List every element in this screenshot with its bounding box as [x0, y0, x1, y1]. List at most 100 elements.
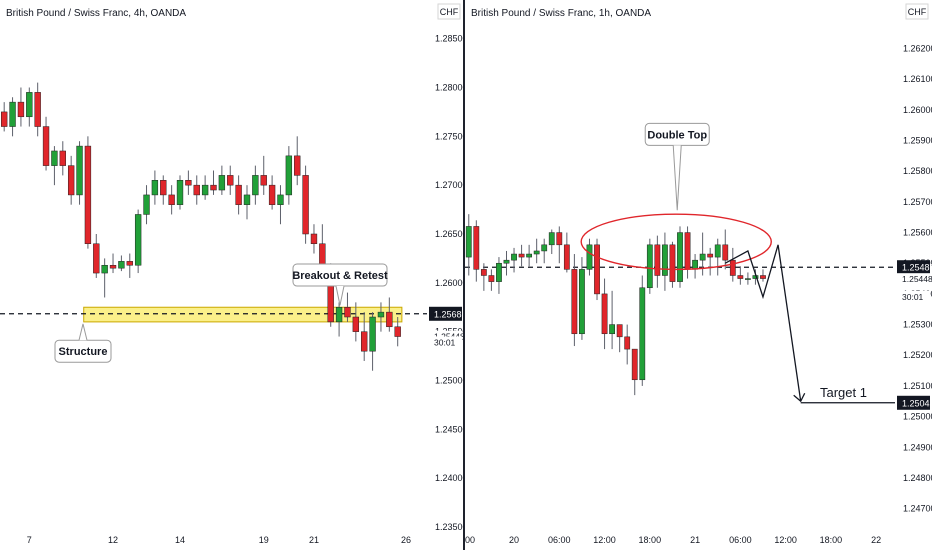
price-tick-label: 1.26000	[435, 278, 464, 288]
candle-body	[684, 232, 691, 270]
candle-body	[101, 264, 108, 274]
candle-body	[243, 194, 251, 205]
price-label-text: 1.25448	[902, 274, 932, 284]
candle-body	[662, 244, 668, 276]
time-tick-label: 18:00	[639, 535, 662, 545]
time-tick-label: 19	[259, 535, 269, 545]
structure-callout-label: Structure	[59, 346, 108, 358]
candle-body	[252, 175, 259, 196]
candle-body	[729, 259, 736, 276]
candle-body	[277, 194, 284, 205]
price-tick-label: 1.25300	[903, 320, 932, 330]
breakout-retest-callout-pointer	[335, 285, 345, 306]
price-label-box	[897, 260, 930, 275]
candle-body	[285, 155, 293, 196]
candle-body	[526, 253, 533, 258]
time-tick-label: 21	[690, 535, 700, 545]
chart-4h-svg[interactable]: British Pound / Swiss Franc, 4h, OANDA CH…	[0, 0, 468, 550]
price-axis[interactable]: 1.28500 1.28000 1.27500 1.27000 1.26500 1.260…	[435, 34, 468, 532]
double-top-callout-pointer	[672, 145, 682, 211]
currency-badge[interactable]	[905, 3, 929, 20]
candle-body	[677, 232, 683, 282]
candle-body	[93, 243, 100, 274]
candle-body	[109, 264, 117, 269]
projection-arrowhead	[793, 392, 806, 403]
candle-body	[310, 233, 318, 245]
price-label-text: 1.25683	[434, 309, 464, 319]
candle-body	[594, 244, 600, 295]
price-label-box	[429, 306, 462, 321]
price-tick-label: 1.28500	[435, 34, 464, 44]
candle-body	[176, 180, 184, 205]
candle-body	[745, 278, 751, 280]
candle-body	[541, 244, 548, 252]
candle-body	[26, 92, 33, 118]
candle-body	[201, 184, 209, 196]
time-tick-label: 06:00	[548, 535, 571, 545]
price-tick-label: 1.25600	[903, 228, 932, 238]
candle-body	[227, 175, 234, 186]
annotations: Breakout & Retest Structure	[54, 263, 388, 363]
candle-body	[302, 175, 309, 235]
candle-body	[118, 261, 125, 269]
candle-body	[624, 336, 631, 350]
price-label-text: 30:01	[434, 337, 456, 347]
price-label-text: 30:01	[902, 292, 924, 302]
candle-body	[34, 92, 41, 127]
structure-callout-pointer	[78, 323, 88, 341]
candle-body	[235, 184, 242, 205]
price-tick-label: 1.28000	[435, 82, 464, 92]
candle-body	[210, 184, 217, 191]
time-tick-label: 20	[509, 535, 519, 545]
price-tick-label: 1.26500	[435, 229, 464, 239]
candle-body	[465, 226, 472, 258]
panel-divider[interactable]	[463, 0, 465, 550]
currency-badge[interactable]	[437, 3, 461, 20]
chart-1h-svg[interactable]: British Pound / Swiss Franc, 1h, OANDA CH…	[463, 0, 932, 550]
candle-body	[84, 145, 92, 245]
candle-body	[722, 244, 729, 261]
chart-panel-1h[interactable]: British Pound / Swiss Franc, 1h, OANDA CH…	[463, 0, 932, 550]
candle-body	[9, 101, 16, 127]
price-tick-label: 1.25200	[903, 350, 932, 360]
price-tick-label: 1.26200	[903, 44, 932, 54]
candle-body	[67, 165, 75, 196]
candle-body	[692, 259, 698, 270]
time-axis[interactable]: 7 12 14 19 21 26	[27, 535, 411, 545]
candle-body	[1, 111, 8, 127]
price-tick-label: 1.27500	[435, 131, 464, 141]
candle-body	[503, 259, 510, 264]
candle-body	[737, 275, 744, 279]
candle-body	[369, 316, 376, 352]
price-tick-label: 1.23500	[435, 522, 464, 532]
candles	[1, 82, 401, 371]
price-tick-label: 1.25700	[903, 197, 932, 207]
breakout-retest-callout-label: Breakout & Retest	[292, 270, 388, 282]
candle-body	[669, 244, 676, 282]
price-label-box	[897, 290, 930, 303]
candle-body	[631, 348, 638, 381]
chart-panel-4h[interactable]: British Pound / Swiss Franc, 4h, OANDA CH…	[0, 0, 468, 550]
candle-body	[185, 180, 192, 186]
candle-body	[473, 226, 480, 270]
price-tick-label: 1.24000	[435, 473, 464, 483]
time-tick-label: 22	[871, 535, 881, 545]
candle-body	[639, 287, 646, 381]
time-tick-label: 26	[401, 535, 411, 545]
candle-body	[760, 275, 766, 279]
candle-body	[193, 184, 200, 196]
candle-body	[556, 232, 563, 246]
candle-body	[480, 269, 487, 276]
time-axis[interactable]: :00 20 06:00 12:00 18:00 21 06:00 12:00 18:00 22	[463, 535, 882, 545]
time-tick-label: 06:00	[729, 535, 752, 545]
candle-body	[707, 253, 714, 258]
candle-body	[571, 269, 578, 335]
candle-body	[76, 145, 83, 196]
candle-body	[168, 194, 175, 205]
candle-body	[548, 232, 555, 246]
candle-body	[151, 180, 159, 196]
candle-body	[394, 326, 401, 337]
candle-body	[518, 253, 525, 258]
